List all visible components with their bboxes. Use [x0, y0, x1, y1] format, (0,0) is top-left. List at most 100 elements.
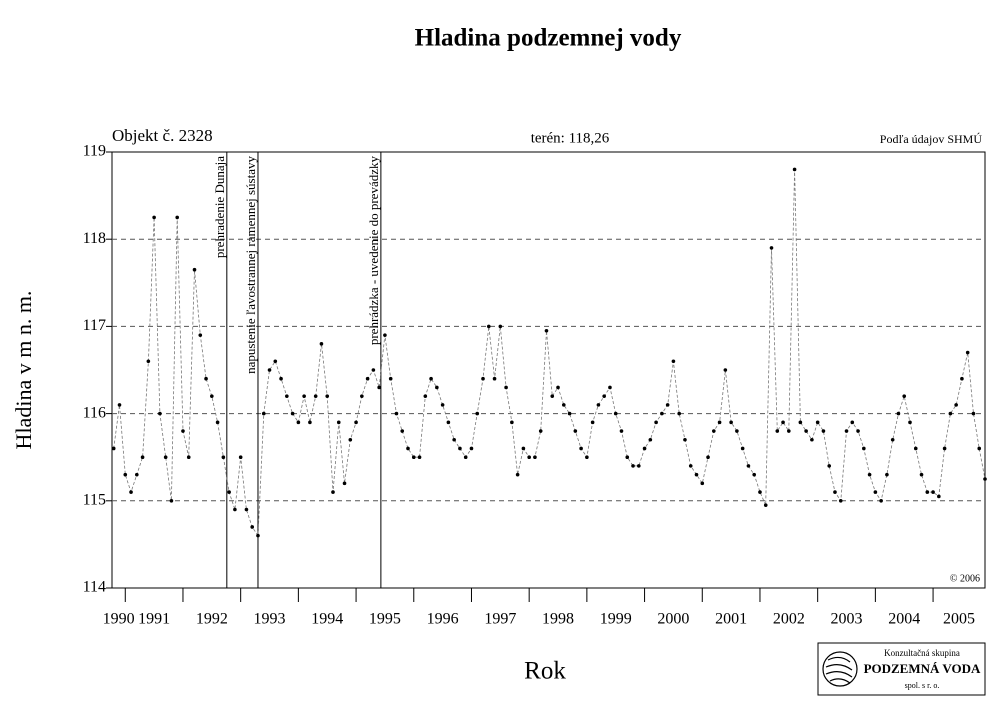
data-point — [308, 420, 312, 425]
annotation-text: prehrádzka - uvedenie do prevádzky — [366, 156, 381, 346]
data-point — [827, 464, 832, 468]
data-point — [210, 394, 214, 398]
data-point — [804, 429, 808, 433]
data-point — [267, 368, 272, 372]
data-point — [902, 394, 907, 398]
data-point — [769, 246, 774, 250]
data-point — [129, 490, 133, 494]
data-point — [377, 385, 381, 390]
data-point — [285, 394, 289, 398]
data-point — [313, 394, 318, 398]
data-point — [204, 376, 208, 381]
data-point — [596, 403, 601, 407]
data-point — [890, 437, 895, 442]
data-point — [729, 420, 733, 425]
data-point — [290, 411, 295, 416]
data-point — [365, 376, 370, 381]
data-point — [700, 481, 705, 486]
data-point — [954, 403, 958, 407]
data-point — [388, 376, 393, 381]
data-point — [238, 455, 243, 460]
data-point — [815, 420, 820, 425]
x-tick-label: 1993 — [254, 611, 286, 628]
data-point — [429, 376, 433, 381]
data-point — [435, 385, 439, 390]
data-point — [931, 490, 935, 494]
x-tick-label: 1991 — [138, 611, 170, 628]
data-point — [925, 490, 930, 494]
data-point — [602, 394, 606, 398]
data-point — [723, 368, 728, 372]
data-point — [492, 376, 497, 381]
data-point — [452, 437, 456, 442]
x-tick-label: 2000 — [657, 611, 689, 628]
data-point — [244, 507, 249, 512]
data-point — [919, 472, 924, 477]
data-point — [787, 429, 791, 433]
data-point — [123, 472, 128, 477]
data-point — [538, 429, 543, 433]
y-tick-label: 119 — [83, 143, 106, 160]
data-point — [625, 455, 630, 460]
x-tick-label: 1992 — [196, 611, 228, 628]
data-point — [706, 455, 710, 460]
data-point — [533, 455, 537, 460]
data-point — [342, 481, 347, 486]
data-point — [446, 420, 451, 425]
data-point — [296, 420, 301, 425]
data-point — [885, 472, 889, 477]
object-label: Objekt č. 2328 — [112, 126, 213, 145]
data-point — [117, 403, 122, 407]
data-point — [221, 455, 226, 460]
data-point — [619, 429, 624, 433]
x-tick-label: 1999 — [600, 611, 632, 628]
data-point — [192, 267, 197, 272]
data-point — [498, 324, 503, 329]
y-tick-label: 116 — [83, 404, 106, 421]
data-point — [215, 420, 220, 425]
copyright: © 2006 — [950, 573, 980, 584]
data-point — [631, 464, 635, 468]
data-point — [481, 376, 485, 381]
data-point — [654, 420, 658, 425]
plot-frame — [111, 151, 986, 589]
logo-text: PODZEMNÁ VODA — [864, 661, 981, 676]
data-point — [544, 328, 549, 333]
data-point — [746, 464, 751, 468]
data-point — [821, 429, 826, 433]
chart-title: Hladina podzemnej vody — [415, 25, 682, 52]
data-point — [844, 429, 849, 433]
data-point — [608, 385, 612, 390]
data-point — [810, 437, 814, 442]
data-point — [250, 525, 255, 529]
y-tick-label: 114 — [83, 579, 106, 596]
data-point — [354, 420, 358, 425]
data-point — [752, 472, 757, 477]
data-point — [937, 494, 941, 499]
data-point — [400, 429, 405, 433]
data-point — [521, 446, 526, 451]
data-point — [948, 411, 953, 416]
logo-text: spol. s r. o. — [905, 681, 940, 690]
data-point — [475, 411, 480, 416]
data-point — [573, 429, 578, 433]
data-point — [758, 490, 762, 494]
data-point — [977, 446, 982, 451]
data-point — [273, 359, 278, 364]
data-point — [665, 403, 670, 407]
data-point — [261, 411, 266, 416]
data-point — [186, 455, 191, 460]
x-axis-label: Rok — [524, 658, 566, 685]
data-point — [648, 437, 653, 442]
data-point — [440, 403, 445, 407]
data-point — [163, 455, 168, 460]
data-point — [458, 446, 462, 451]
data-point — [775, 429, 780, 433]
data-point — [556, 385, 560, 390]
y-axis-label: Hladina v m n. m. — [11, 291, 36, 450]
x-tick-label: 1994 — [311, 611, 343, 628]
data-point — [371, 368, 376, 372]
y-tick-label: 115 — [83, 491, 106, 508]
data-point — [319, 342, 324, 346]
data-point — [642, 446, 647, 451]
